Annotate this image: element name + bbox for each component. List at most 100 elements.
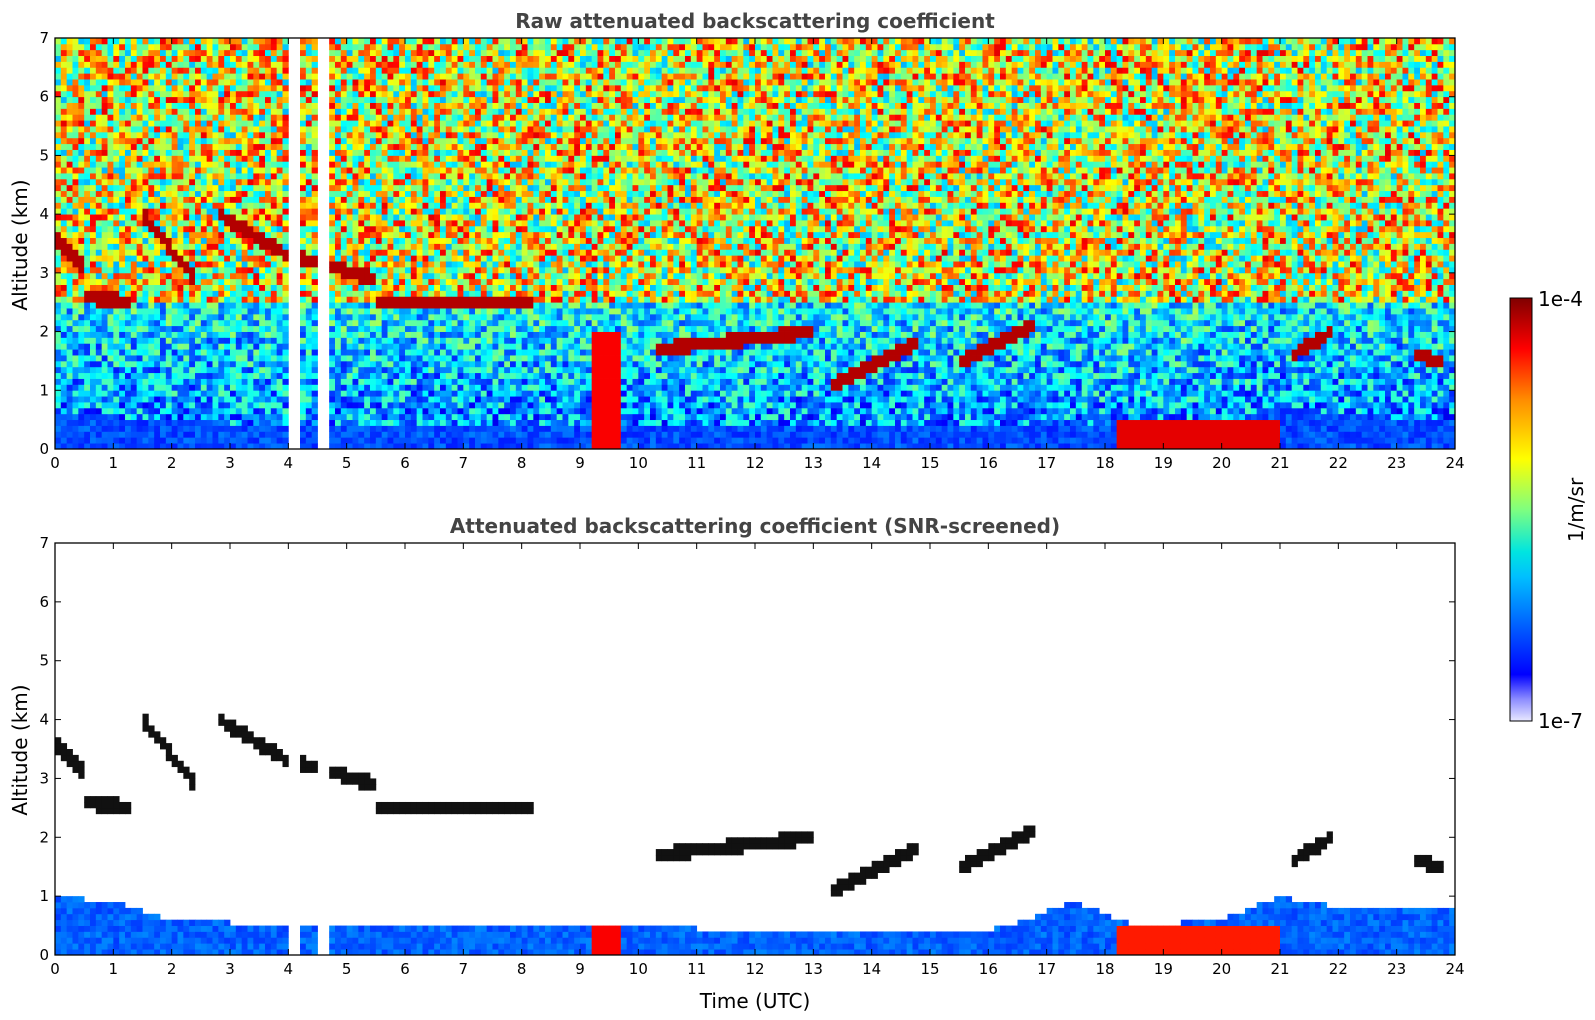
heatmap-cell: [352, 90, 359, 98]
heatmap-cell: [136, 49, 143, 57]
heatmap-cell: [352, 255, 359, 262]
heatmap-cell: [230, 290, 237, 297]
heatmap-cell: [381, 266, 388, 274]
heatmap-cell: [475, 167, 482, 174]
heatmap-cell: [416, 114, 423, 121]
heatmap-cell: [463, 231, 470, 239]
heatmap-cell: [154, 384, 161, 391]
heatmap-cell: [84, 349, 91, 356]
heatmap-cell: [253, 137, 260, 145]
heatmap-cell: [230, 425, 237, 432]
heatmap-cell: [300, 249, 307, 256]
heatmap-cell: [206, 178, 213, 186]
heatmap-cell: [469, 319, 476, 327]
heatmap-cell: [276, 155, 283, 162]
heatmap-cell: [457, 225, 464, 233]
heatmap-cell: [475, 272, 482, 280]
heatmap-cell: [107, 431, 114, 438]
heatmap-cell: [206, 431, 213, 438]
heatmap-cell: [463, 343, 470, 350]
heatmap-cell: [282, 390, 289, 397]
heatmap-cell: [183, 214, 190, 221]
heatmap-cell: [346, 108, 353, 115]
heatmap-cell: [72, 225, 79, 233]
heatmap-cell: [154, 425, 161, 432]
heatmap-cell: [393, 202, 400, 209]
heatmap-cell: [119, 173, 126, 180]
heatmap-cell: [206, 272, 213, 280]
heatmap-cell: [480, 96, 488, 103]
heatmap-cell: [119, 167, 126, 174]
heatmap-cell: [60, 67, 68, 74]
panel-raw-title: Raw attenuated backscattering coefficien…: [515, 9, 995, 33]
heatmap-cell: [381, 343, 388, 350]
heatmap-cell: [107, 155, 114, 162]
heatmap-cell: [486, 378, 493, 385]
heatmap-cell: [440, 84, 447, 92]
heatmap-cell: [230, 161, 237, 168]
heatmap-cell: [66, 143, 73, 150]
heatmap-cell: [399, 208, 406, 215]
heatmap-cell: [352, 202, 359, 209]
heatmap-cell: [130, 38, 138, 45]
heatmap-cell: [475, 243, 482, 250]
heatmap-cell: [393, 208, 400, 215]
heatmap-cell: [393, 178, 400, 186]
heatmap-cell: [183, 184, 190, 192]
heatmap-cell: [393, 384, 400, 391]
heatmap-cell: [212, 413, 219, 421]
heatmap-cell: [416, 79, 423, 86]
heatmap-cell: [247, 202, 254, 209]
heatmap-cell: [475, 143, 482, 150]
heatmap-cell: [475, 49, 482, 57]
heatmap-cell: [177, 407, 184, 415]
heatmap-cell: [311, 331, 318, 338]
heatmap-cell: [148, 202, 155, 209]
heatmap-cell: [113, 155, 120, 162]
heatmap-cell: [212, 437, 219, 444]
heatmap-cell: [148, 102, 155, 109]
heatmap-cell: [381, 231, 388, 239]
heatmap-cell: [451, 161, 458, 168]
heatmap-cell: [218, 378, 225, 385]
heatmap-cell: [358, 214, 365, 221]
heatmap-cell: [66, 243, 73, 250]
heatmap-cell: [119, 325, 126, 332]
heatmap-cell: [305, 131, 313, 139]
heatmap-cell: [253, 419, 260, 426]
heatmap-cell: [247, 225, 254, 233]
heatmap-cell: [148, 131, 155, 139]
heatmap-cell: [270, 231, 278, 239]
heatmap-cell: [340, 402, 348, 409]
heatmap-cell: [282, 196, 289, 203]
heatmap-cell: [224, 149, 231, 156]
heatmap-cell: [422, 202, 429, 209]
heatmap-cell: [410, 73, 418, 80]
heatmap-cell: [358, 360, 365, 368]
heatmap-cell: [171, 325, 178, 332]
heatmap-cell: [55, 214, 62, 221]
heatmap-cell: [276, 284, 283, 291]
heatmap-cell: [160, 84, 167, 92]
heatmap-cell: [125, 55, 132, 62]
heatmap-cell: [72, 220, 79, 227]
heatmap-cell: [165, 296, 173, 303]
heatmap-cell: [335, 231, 342, 239]
heatmap-cell: [119, 431, 126, 438]
heatmap-cell: [469, 73, 476, 80]
heatmap-cell: [469, 366, 476, 374]
heatmap-cell: [72, 120, 79, 127]
heatmap-cell: [224, 319, 231, 327]
heatmap-cell: [259, 243, 266, 250]
heatmap-cell: [107, 331, 114, 338]
heatmap-cell: [405, 325, 412, 332]
heatmap-cell: [72, 372, 79, 379]
heatmap-cell: [183, 149, 190, 156]
heatmap-cell: [364, 231, 371, 239]
heatmap-cell: [206, 425, 213, 432]
heatmap-cell: [55, 319, 62, 327]
heatmap-cell: [119, 137, 126, 145]
heatmap-cell: [300, 431, 307, 438]
heatmap-cell: [136, 61, 143, 68]
heatmap-cell: [265, 325, 272, 332]
